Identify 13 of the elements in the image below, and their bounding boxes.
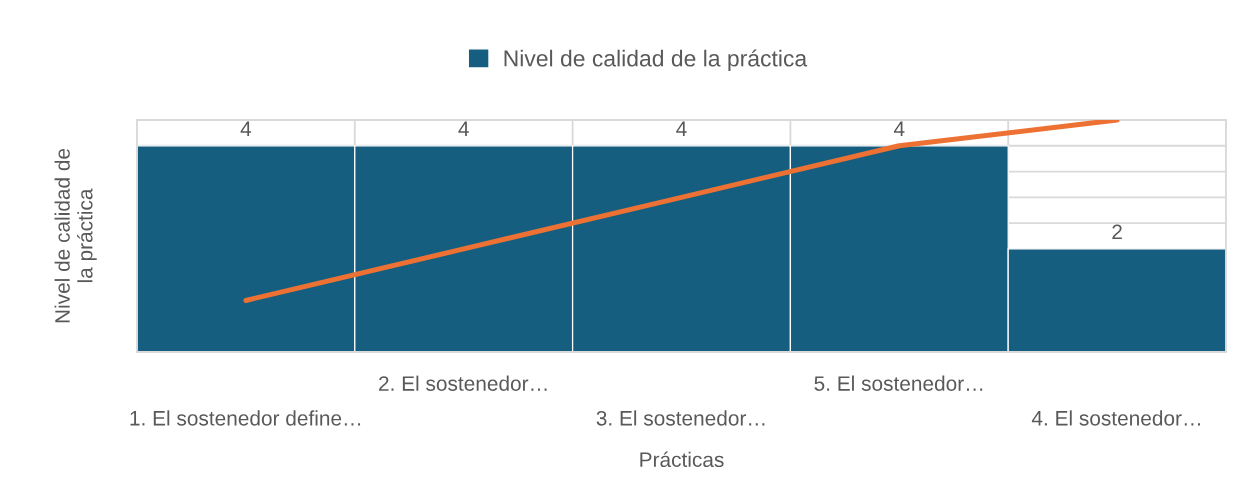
x-tick-label: 2. El sostenedor… <box>379 375 547 391</box>
data-label: 4 <box>458 121 469 136</box>
y-axis-title: Nivel de calidad de la práctica <box>54 148 97 323</box>
x-tick-label: 3. El sostenedor… <box>596 410 765 426</box>
data-label: 2 <box>1112 224 1122 240</box>
data-label: 4 <box>676 121 687 136</box>
x-tick-label: 1. El sostenedor define… <box>130 410 361 426</box>
data-label: 4 <box>893 121 905 136</box>
x-axis-title: Prácticas <box>640 451 724 468</box>
x-tick-label: 4. El sostenedor… <box>1031 410 1200 426</box>
x-tick-label: 5. El sostenedor… <box>814 375 983 391</box>
legend-label: Nivel de calidad de la práctica <box>504 49 808 72</box>
data-label: 4 <box>240 121 252 136</box>
